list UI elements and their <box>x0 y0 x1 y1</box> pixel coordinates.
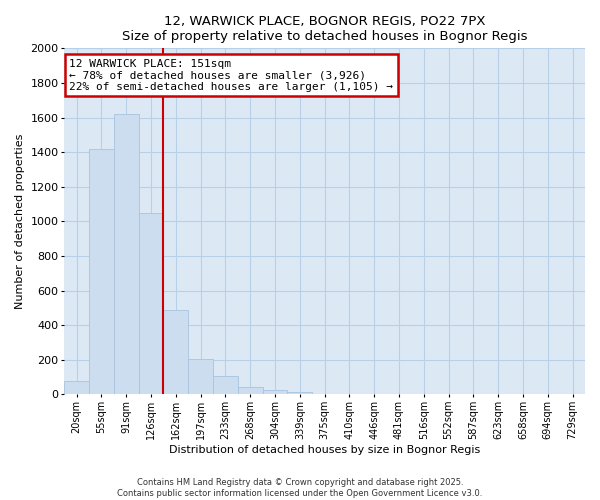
Text: Contains HM Land Registry data © Crown copyright and database right 2025.
Contai: Contains HM Land Registry data © Crown c… <box>118 478 482 498</box>
Bar <box>238 388 263 394</box>
Bar <box>263 390 287 394</box>
Bar <box>188 359 213 394</box>
Bar <box>287 392 312 394</box>
Bar <box>114 114 139 394</box>
Bar <box>64 380 89 394</box>
X-axis label: Distribution of detached houses by size in Bognor Regis: Distribution of detached houses by size … <box>169 445 480 455</box>
Bar <box>213 376 238 394</box>
Title: 12, WARWICK PLACE, BOGNOR REGIS, PO22 7PX
Size of property relative to detached : 12, WARWICK PLACE, BOGNOR REGIS, PO22 7P… <box>122 15 527 43</box>
Text: 12 WARWICK PLACE: 151sqm
← 78% of detached houses are smaller (3,926)
22% of sem: 12 WARWICK PLACE: 151sqm ← 78% of detach… <box>70 58 394 92</box>
Bar <box>163 310 188 394</box>
Y-axis label: Number of detached properties: Number of detached properties <box>15 134 25 309</box>
Bar <box>139 212 163 394</box>
Bar <box>89 148 114 394</box>
